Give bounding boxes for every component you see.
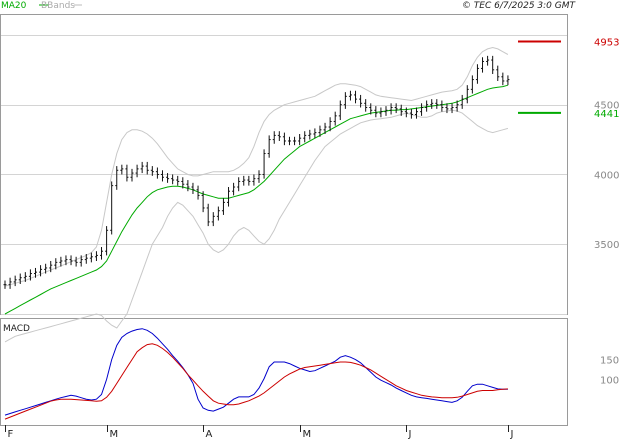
legend-ma20: MA20 bbox=[1, 1, 27, 11]
macd-title: MACD bbox=[3, 324, 30, 334]
support-level-label: 4441 bbox=[594, 109, 619, 120]
month-label: M bbox=[303, 429, 312, 440]
price-bars bbox=[3, 55, 510, 289]
bbands-lower-line bbox=[4, 109, 509, 343]
price-tick-label: 4000 bbox=[594, 170, 619, 181]
macd-series bbox=[4, 328, 508, 420]
month-label: A bbox=[206, 429, 213, 440]
macd-tick-labels: 100 150 bbox=[600, 356, 619, 387]
price-levels: 4953 4441 bbox=[518, 37, 619, 120]
bbands-upper-line bbox=[4, 46, 509, 287]
copyright-text: © TEC 6/7/2025 3:0 GMT bbox=[462, 1, 577, 11]
ma20-series bbox=[4, 84, 509, 315]
price-tick-labels: 3500 4000 4500 bbox=[594, 101, 619, 252]
price-tick-label: 3500 bbox=[594, 240, 619, 251]
price-tick-label: 4500 bbox=[594, 101, 619, 112]
ma20-line bbox=[4, 84, 509, 315]
month-label: M bbox=[110, 429, 119, 440]
macd-tick-label: 100 bbox=[600, 375, 619, 386]
resistance-level-label: 4953 bbox=[594, 37, 619, 48]
month-label: J bbox=[510, 429, 514, 440]
macd-line bbox=[4, 328, 508, 416]
month-label: F bbox=[8, 429, 14, 440]
macd-signal-line bbox=[4, 343, 508, 420]
bbands-series bbox=[4, 46, 509, 343]
macd-panel-frame bbox=[0, 318, 568, 426]
legend-bbands: BBands bbox=[41, 1, 75, 11]
month-label: J bbox=[408, 429, 412, 440]
macd-tick-label: 150 bbox=[600, 356, 619, 367]
